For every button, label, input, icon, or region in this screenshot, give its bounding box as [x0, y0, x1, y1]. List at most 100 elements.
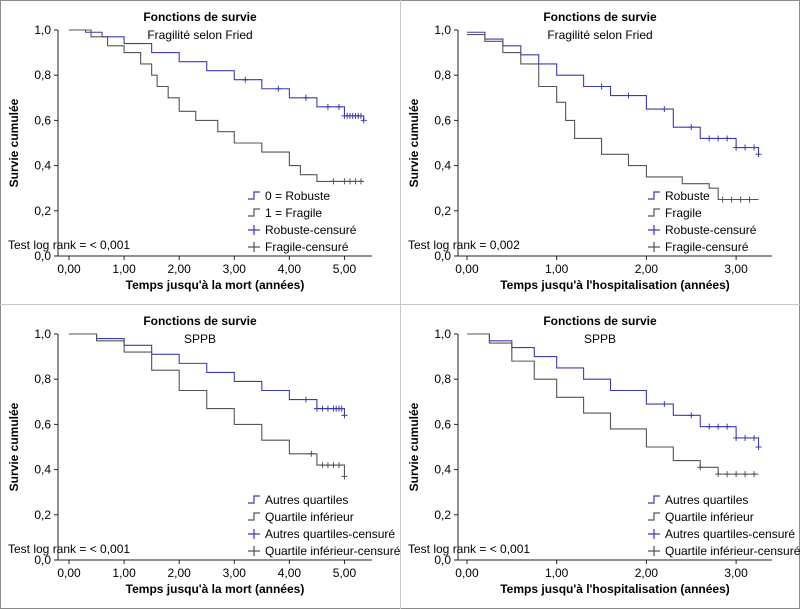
censor-mark [719, 196, 726, 203]
legend-swatch-censor [248, 225, 260, 235]
censor-mark [751, 144, 758, 151]
legend-label: Robuste-censuré [265, 223, 357, 237]
censor-mark [324, 103, 331, 110]
legend-swatch-censor [648, 546, 660, 556]
censor-mark [341, 473, 348, 480]
series-line-1 [69, 29, 365, 121]
y-tick-label: 0,2 [434, 508, 451, 522]
legend-swatch-step [248, 191, 260, 200]
censor-mark [324, 462, 331, 469]
censor-mark [324, 405, 331, 412]
y-tick-label: 0,4 [34, 463, 51, 477]
x-tick-label: 0,00 [455, 566, 479, 580]
x-axis-label: Temps jusqu'à l'hospitalisation (années) [500, 278, 730, 292]
censor-mark [724, 135, 731, 142]
y-tick-label: 0,4 [34, 159, 51, 173]
legend-label: Quartile inférieur [265, 510, 354, 524]
legend-swatch-step [648, 208, 660, 217]
y-tick-label: 1,0 [34, 327, 51, 341]
x-tick-label: 1,00 [545, 262, 569, 276]
censor-mark [755, 444, 762, 450]
censor-mark [733, 144, 740, 151]
censor-mark [755, 151, 762, 158]
y-axis-label: Survie cumulée [407, 98, 421, 187]
y-tick-label: 0,8 [34, 68, 51, 82]
x-tick-label: 1,00 [112, 566, 136, 580]
censor-mark [737, 196, 744, 203]
legend-label: 1 = Fragile [265, 206, 322, 220]
censor-mark [335, 462, 342, 469]
censor-mark [715, 135, 722, 142]
censor-mark [742, 434, 749, 441]
y-tick-label: 0,2 [34, 204, 51, 218]
log-rank-annotation: Test log rank = < 0,001 [8, 238, 130, 252]
censor-mark [341, 178, 348, 185]
legend-label: Robuste-censuré [665, 223, 757, 237]
y-tick-label: 0,0 [434, 553, 451, 567]
legend-label: Autres quartiles [665, 493, 748, 507]
y-tick-label: 0,0 [434, 249, 451, 263]
censor-mark [330, 462, 337, 469]
censor-mark [319, 405, 326, 412]
censor-mark [338, 405, 345, 412]
x-tick-label: 1,00 [112, 262, 136, 276]
x-tick-label: 0,00 [57, 262, 81, 276]
legend-swatch-censor [248, 529, 260, 539]
y-tick-label: 0,8 [434, 372, 451, 386]
x-tick-label: 2,00 [635, 566, 659, 580]
y-tick-label: 0,6 [434, 417, 451, 431]
censor-mark [706, 423, 713, 430]
legend-swatch-step [648, 512, 660, 521]
x-tick-label: 1,00 [545, 566, 569, 580]
censor-mark [697, 464, 704, 471]
censor-mark [706, 135, 713, 142]
x-axis-label: Temps jusqu'à l'hospitalisation (années) [500, 582, 730, 596]
y-tick-label: 0,0 [34, 553, 51, 567]
chart-title: Fonctions de survie [543, 314, 657, 328]
x-tick-label: 3,00 [223, 566, 247, 580]
x-axis-label: Temps jusqu'à la mort (années) [126, 278, 305, 292]
legend-label: Quartile inférieur [665, 510, 754, 524]
legend-label: Fragile-censuré [265, 240, 349, 254]
censor-mark [319, 462, 326, 469]
legend-swatch-step [648, 191, 660, 200]
legend-swatch-censor [648, 242, 660, 252]
chart-subtitle: SPPB [584, 332, 616, 346]
y-tick-label: 0,0 [34, 249, 51, 263]
censor-mark [746, 196, 753, 203]
censor-mark [742, 471, 749, 478]
censor-mark [357, 178, 364, 185]
series-line-1 [466, 333, 760, 447]
legend-swatch-step [248, 495, 260, 504]
x-tick-label: 4,00 [278, 566, 302, 580]
censor-mark [598, 83, 605, 90]
censor-mark [346, 178, 353, 185]
y-tick-label: 0,6 [34, 113, 51, 127]
censor-mark [733, 471, 740, 478]
legend-label: 0 = Robuste [265, 189, 330, 203]
censor-mark [715, 471, 722, 478]
censor-mark [313, 405, 320, 412]
x-tick-label: 2,00 [168, 566, 192, 580]
legend-label: Autres quartiles [265, 493, 348, 507]
panel-divider-horizontal [0, 304, 800, 305]
x-tick-label: 2,00 [635, 262, 659, 276]
legend-label: Fragile-censuré [665, 240, 749, 254]
censor-mark [688, 124, 695, 131]
y-tick-label: 0,4 [434, 463, 451, 477]
log-rank-annotation: Test log rank = < 0,001 [8, 542, 130, 556]
y-tick-label: 1,0 [34, 23, 51, 37]
censor-mark [335, 103, 342, 110]
x-tick-label: 5,00 [333, 566, 357, 580]
legend-label: Autres quartiles-censuré [665, 527, 795, 541]
chart-title: Fonctions de survie [143, 10, 257, 24]
legend-swatch-censor [248, 546, 260, 556]
y-axis-label: Survie cumulée [7, 402, 21, 491]
censor-mark [341, 412, 348, 419]
censor-mark [742, 144, 749, 151]
censor-mark [661, 106, 668, 113]
chart-title: Fonctions de survie [543, 10, 657, 24]
log-rank-annotation: Test log rank = 0,002 [408, 238, 520, 252]
censor-mark [661, 401, 668, 408]
censor-mark [357, 112, 364, 119]
